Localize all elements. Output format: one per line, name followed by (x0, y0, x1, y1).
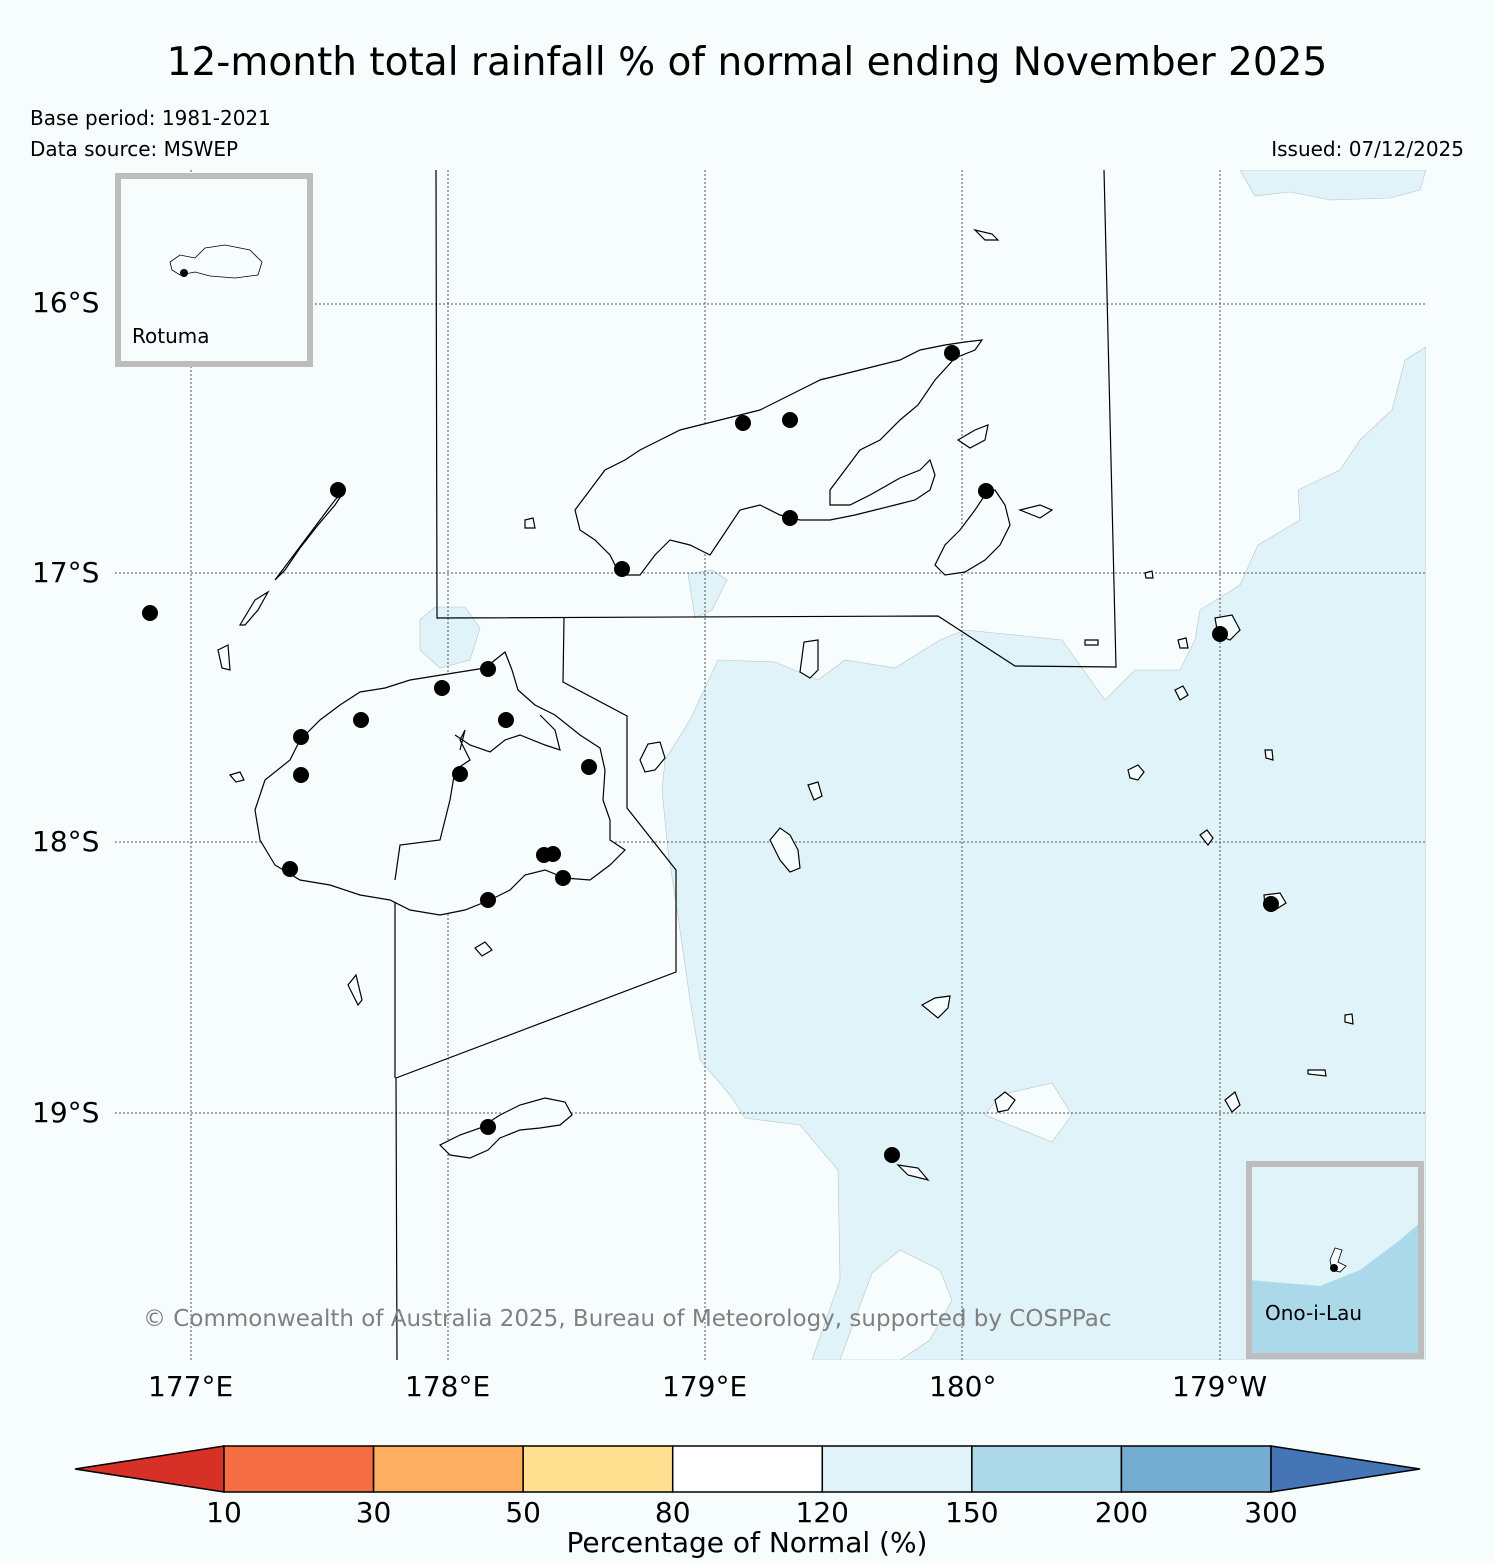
colorbar-tick-label: 150 (945, 1496, 998, 1529)
colorbar-segment (822, 1446, 972, 1492)
lon-label-177e: 177°E (148, 1370, 233, 1403)
lon-label-178e: 178°E (405, 1370, 490, 1403)
lon-label-180: 180° (929, 1370, 996, 1403)
colorbar-extend-low (75, 1446, 224, 1492)
inset-ono-i-lau (1249, 1164, 1421, 1356)
colorbar-extend-high (1271, 1446, 1420, 1492)
inset-label-rotuma: Rotuma (132, 324, 210, 348)
inset-label-ono-i-lau: Ono-i-Lau (1265, 1301, 1362, 1325)
colorbar-tick-label: 10 (206, 1496, 242, 1529)
colorbar-segment (1121, 1446, 1271, 1492)
colorbar-tick-label: 30 (356, 1496, 392, 1529)
lon-label-179e: 179°E (662, 1370, 747, 1403)
colorbar-tick-label: 200 (1095, 1496, 1148, 1529)
colorbar-segment (523, 1446, 673, 1492)
colorbar-label: Percentage of Normal (%) (0, 1526, 1494, 1559)
lon-label-179w: 179°W (1172, 1370, 1267, 1403)
lat-label-19s: 19°S (32, 1096, 99, 1129)
colorbar-tick-label: 50 (505, 1496, 541, 1529)
lat-label-17s: 17°S (32, 556, 99, 589)
colorbar-segment (374, 1446, 524, 1492)
lat-label-18s: 18°S (32, 825, 99, 858)
colorbar-tick-label: 120 (796, 1496, 849, 1529)
colorbar-segment (972, 1446, 1122, 1492)
lat-label-16s: 16°S (32, 286, 99, 319)
copyright-notice: © Commonwealth of Australia 2025, Bureau… (143, 1306, 1112, 1332)
colorbar-tick-label: 300 (1244, 1496, 1297, 1529)
colorbar-tick-label: 80 (655, 1496, 691, 1529)
colorbar-segment (673, 1446, 823, 1492)
colorbar-segment (224, 1446, 374, 1492)
colorbar (75, 1446, 1420, 1492)
